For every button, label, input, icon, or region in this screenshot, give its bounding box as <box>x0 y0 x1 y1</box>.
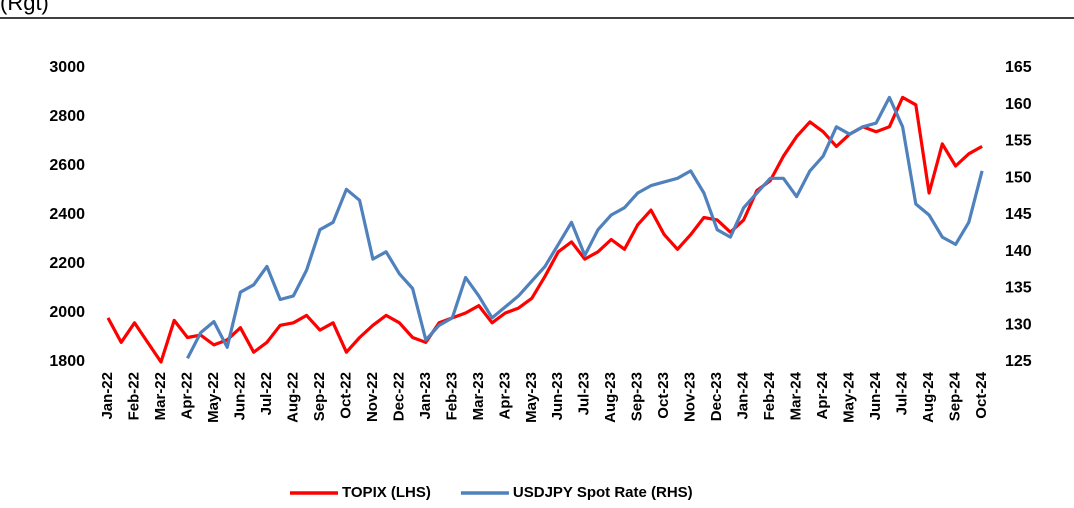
series-line <box>106 95 983 364</box>
x-tick-label: May-23 <box>523 372 540 423</box>
x-tick-label: Sep-24 <box>947 371 964 421</box>
x-tick-label: Jan-23 <box>417 372 434 420</box>
x-tick-label: Dec-23 <box>708 372 725 421</box>
x-tick-label: Jun-22 <box>231 372 248 420</box>
x-tick-label: Aug-24 <box>920 371 937 422</box>
y-tick-label: 1800 <box>49 353 85 370</box>
x-tick-label: Feb-24 <box>761 371 778 420</box>
x-tick-label: Mar-23 <box>470 372 487 420</box>
y-tick-label: 2600 <box>49 157 85 174</box>
x-tick-label: Aug-23 <box>602 372 619 423</box>
y2-tick-label: 145 <box>1005 206 1032 223</box>
y2-tick-label: 135 <box>1005 280 1032 297</box>
y-tick-label: 3000 <box>49 59 85 76</box>
series-line <box>186 95 984 360</box>
x-tick-label: Jun-23 <box>549 372 566 420</box>
y2-tick-label: 160 <box>1005 96 1032 113</box>
x-tick-label: Nov-22 <box>364 372 381 422</box>
x-tick-label: Aug-22 <box>284 372 301 423</box>
x-tick-label: Oct-24 <box>973 371 990 418</box>
x-tick-label: Mar-24 <box>788 371 805 420</box>
x-tick-label: Oct-23 <box>655 372 672 419</box>
y-tick-label: 2200 <box>49 255 85 272</box>
x-tick-label: Apr-22 <box>178 372 195 420</box>
x-tick-label: Feb-22 <box>125 372 142 420</box>
y2-tick-label: 130 <box>1005 316 1032 333</box>
x-tick-label: Sep-23 <box>629 372 646 421</box>
x-tick-label: Jul-22 <box>258 372 275 415</box>
x-tick-label: Jun-24 <box>867 371 884 420</box>
x-tick-label: Jan-24 <box>735 371 752 419</box>
y2-tick-label: 140 <box>1005 243 1032 260</box>
y2-tick-label: 125 <box>1005 353 1032 370</box>
x-tick-label: Oct-22 <box>337 372 354 419</box>
x-tick-label: Apr-24 <box>814 371 831 419</box>
x-tick-label: Nov-23 <box>682 372 699 422</box>
x-tick-label: May-22 <box>205 372 222 423</box>
y-tick-label: 2000 <box>49 304 85 321</box>
x-tick-label: Feb-23 <box>443 372 460 420</box>
y2-tick-label: 165 <box>1005 59 1032 76</box>
x-tick-label: Mar-22 <box>152 372 169 420</box>
x-tick-label: Dec-22 <box>390 372 407 421</box>
y-tick-label: 2400 <box>49 206 85 223</box>
legend-label: TOPIX (LHS) <box>342 484 431 501</box>
y-tick-label: 2800 <box>49 108 85 125</box>
y2-tick-label: 155 <box>1005 133 1032 150</box>
x-tick-label: Apr-23 <box>496 372 513 420</box>
legend-label: USDJPY Spot Rate (RHS) <box>513 484 693 501</box>
y2-tick-label: 150 <box>1005 169 1032 186</box>
x-tick-label: Sep-22 <box>311 372 328 421</box>
x-tick-label: Jul-23 <box>576 372 593 415</box>
chart-title: (Rgt) <box>0 0 49 15</box>
x-tick-label: Jul-24 <box>894 371 911 415</box>
x-tick-label: May-24 <box>841 371 858 423</box>
x-tick-label: Jan-22 <box>99 372 116 420</box>
